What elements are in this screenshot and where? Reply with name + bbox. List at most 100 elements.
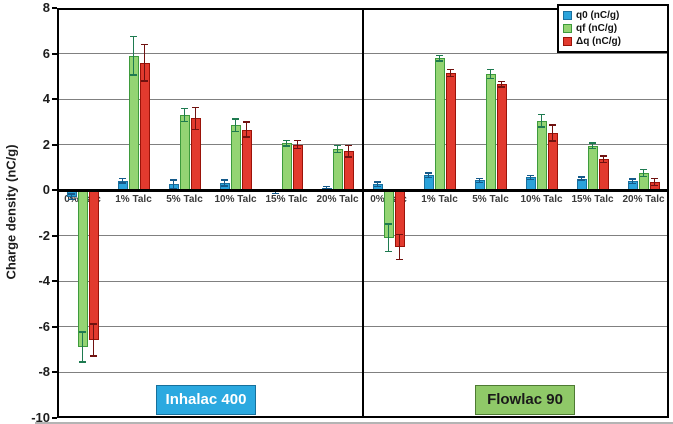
x-category-label-1pct-talc-inhalac-400: 1% Talc xyxy=(115,194,152,205)
error-bar-cap-top-q0-1pct-talc-flowlac-90 xyxy=(425,172,432,174)
error-bar-cap-bottom-q0-15pct-talc-inhalac-400 xyxy=(272,192,279,195)
legend-label-dq: Δq (nC/g) xyxy=(576,36,621,47)
error-bar-cap-bottom-q0-20pct-talc-flowlac-90 xyxy=(629,182,636,185)
error-bar-cap-bottom-q0-10pct-talc-flowlac-90 xyxy=(527,178,534,181)
panel-label-inhalac-400: Inhalac 400 xyxy=(156,385,256,415)
error-bar-qf-1pct-talc-inhalac-400 xyxy=(132,36,135,76)
error-bar-cap-top-dq-15pct-talc-flowlac-90 xyxy=(600,155,607,157)
error-bar-dq-20pct-talc-inhalac-400 xyxy=(347,145,350,157)
y-tick-6 xyxy=(52,52,57,55)
error-bar-q0-10pct-talc-flowlac-90 xyxy=(529,175,532,180)
error-bar-cap-bottom-q0-0pct-talc-flowlac-90 xyxy=(374,185,381,188)
error-bar-cap-bottom-dq-0pct-talc-flowlac-90 xyxy=(396,258,403,261)
error-bar-qf-10pct-talc-flowlac-90 xyxy=(540,114,543,127)
error-bar-cap-bottom-q0-10pct-talc-inhalac-400 xyxy=(221,185,228,187)
x-category-label-5pct-talc-inhalac-400: 5% Talc xyxy=(166,194,203,205)
error-bar-cap-top-qf-15pct-talc-inhalac-400 xyxy=(283,139,290,142)
bar-qf-1pct-talc-inhalac-400 xyxy=(128,55,139,190)
bar-qf-15pct-talc-flowlac-90 xyxy=(587,145,598,190)
error-bar-q0-15pct-talc-flowlac-90 xyxy=(580,177,583,181)
x-category-label-10pct-talc-flowlac-90: 10% Talc xyxy=(520,194,563,205)
error-bar-cap-bottom-qf-15pct-talc-inhalac-400 xyxy=(283,145,290,147)
legend-item-qf: qf (nC/g) xyxy=(563,22,663,35)
error-bar-cap-top-q0-10pct-talc-inhalac-400 xyxy=(221,179,228,181)
error-bar-cap-bottom-q0-1pct-talc-flowlac-90 xyxy=(425,176,432,179)
error-bar-qf-15pct-talc-flowlac-90 xyxy=(591,142,594,149)
bottom-edge-line xyxy=(35,422,673,424)
error-bar-dq-10pct-talc-flowlac-90 xyxy=(551,125,554,142)
error-bar-cap-top-qf-1pct-talc-flowlac-90 xyxy=(436,54,443,57)
legend-label-qf: qf (nC/g) xyxy=(576,23,618,34)
error-bar-cap-top-qf-0pct-talc-inhalac-400 xyxy=(79,331,86,333)
error-bar-dq-15pct-talc-flowlac-90 xyxy=(602,155,605,163)
y-tick-label-8: 8 xyxy=(42,0,50,15)
bar-dq-15pct-talc-inhalac-400 xyxy=(292,144,303,190)
panel-divider xyxy=(362,8,364,418)
error-bar-cap-bottom-dq-1pct-talc-flowlac-90 xyxy=(447,75,454,77)
legend-label-q0: q0 (nC/g) xyxy=(576,10,620,21)
error-bar-qf-15pct-talc-inhalac-400 xyxy=(285,140,288,147)
y-tick--2 xyxy=(52,234,57,237)
bar-dq-10pct-talc-inhalac-400 xyxy=(241,129,252,190)
error-bar-cap-top-q0-10pct-talc-flowlac-90 xyxy=(527,174,534,177)
error-bar-cap-top-dq-20pct-talc-inhalac-400 xyxy=(345,144,352,147)
bar-dq-0pct-talc-inhalac-400 xyxy=(88,190,99,341)
bar-qf-10pct-talc-flowlac-90 xyxy=(536,120,547,190)
y-tick-label-2: 2 xyxy=(42,136,50,152)
error-bar-q0-5pct-talc-inhalac-400 xyxy=(172,179,175,189)
error-bar-cap-bottom-qf-5pct-talc-flowlac-90 xyxy=(487,77,494,80)
y-tick-label--6: -6 xyxy=(38,318,50,334)
y-tick--6 xyxy=(52,325,57,328)
error-bar-cap-bottom-dq-5pct-talc-flowlac-90 xyxy=(498,86,505,88)
y-tick-2 xyxy=(52,143,57,146)
error-bar-cap-bottom-dq-10pct-talc-inhalac-400 xyxy=(243,136,250,138)
x-category-label-15pct-talc-inhalac-400: 15% Talc xyxy=(265,194,308,205)
error-bar-cap-top-dq-10pct-talc-flowlac-90 xyxy=(549,124,556,126)
error-bar-dq-0pct-talc-flowlac-90 xyxy=(398,234,401,260)
legend-item-q0: q0 (nC/g) xyxy=(563,9,663,22)
error-bar-cap-top-q0-5pct-talc-flowlac-90 xyxy=(476,177,483,180)
x-category-label-5pct-talc-flowlac-90: 5% Talc xyxy=(472,194,509,205)
y-tick-0 xyxy=(52,189,57,191)
error-bar-q0-10pct-talc-inhalac-400 xyxy=(223,180,226,187)
error-bar-q0-20pct-talc-inhalac-400 xyxy=(325,186,328,189)
error-bar-q0-0pct-talc-flowlac-90 xyxy=(376,182,379,187)
error-bar-cap-top-q0-20pct-talc-inhalac-400 xyxy=(323,185,330,188)
error-bar-cap-bottom-qf-5pct-talc-inhalac-400 xyxy=(181,120,188,123)
error-bar-q0-1pct-talc-flowlac-90 xyxy=(427,172,430,178)
bar-qf-10pct-talc-inhalac-400 xyxy=(230,125,241,190)
error-bar-qf-0pct-talc-flowlac-90 xyxy=(387,224,390,252)
error-bar-cap-bottom-q0-1pct-talc-inhalac-400 xyxy=(119,182,126,184)
error-bar-qf-1pct-talc-flowlac-90 xyxy=(438,55,441,61)
error-bar-dq-5pct-talc-inhalac-400 xyxy=(194,107,197,130)
bar-qf-0pct-talc-inhalac-400 xyxy=(77,190,88,347)
error-bar-cap-top-qf-20pct-talc-flowlac-90 xyxy=(640,168,647,171)
error-bar-dq-0pct-talc-inhalac-400 xyxy=(92,324,95,357)
error-bar-qf-0pct-talc-inhalac-400 xyxy=(81,332,84,362)
error-bar-cap-top-dq-15pct-talc-inhalac-400 xyxy=(294,139,301,142)
error-bar-cap-bottom-qf-20pct-talc-flowlac-90 xyxy=(640,175,647,178)
error-bar-cap-top-qf-10pct-talc-flowlac-90 xyxy=(538,113,545,116)
error-bar-cap-top-dq-1pct-talc-flowlac-90 xyxy=(447,68,454,71)
error-bar-cap-top-q0-1pct-talc-inhalac-400 xyxy=(119,177,126,180)
legend-swatch-q0-icon xyxy=(563,11,572,20)
error-bar-dq-1pct-talc-flowlac-90 xyxy=(449,69,452,77)
x-category-label-15pct-talc-flowlac-90: 15% Talc xyxy=(571,194,614,205)
legend-swatch-qf-icon xyxy=(563,24,572,33)
error-bar-cap-top-q0-0pct-talc-inhalac-400 xyxy=(68,193,75,195)
error-bar-cap-top-dq-10pct-talc-inhalac-400 xyxy=(243,121,250,123)
error-bar-qf-10pct-talc-inhalac-400 xyxy=(234,119,237,132)
error-bar-cap-top-dq-1pct-talc-inhalac-400 xyxy=(141,43,148,46)
error-bar-cap-bottom-qf-0pct-talc-inhalac-400 xyxy=(79,361,86,363)
error-bar-cap-bottom-dq-0pct-talc-inhalac-400 xyxy=(90,355,97,357)
error-bar-cap-bottom-qf-20pct-talc-inhalac-400 xyxy=(334,151,341,154)
error-bar-cap-bottom-q0-0pct-talc-inhalac-400 xyxy=(68,198,75,201)
error-bar-q0-5pct-talc-flowlac-90 xyxy=(478,178,481,183)
error-bar-cap-bottom-qf-1pct-talc-flowlac-90 xyxy=(436,60,443,62)
bar-dq-1pct-talc-flowlac-90 xyxy=(445,72,456,190)
error-bar-dq-20pct-talc-flowlac-90 xyxy=(653,178,656,186)
error-bar-cap-bottom-dq-5pct-talc-inhalac-400 xyxy=(192,128,199,130)
x-category-label-20pct-talc-flowlac-90: 20% Talc xyxy=(622,194,665,205)
x-category-label-20pct-talc-inhalac-400: 20% Talc xyxy=(316,194,359,205)
